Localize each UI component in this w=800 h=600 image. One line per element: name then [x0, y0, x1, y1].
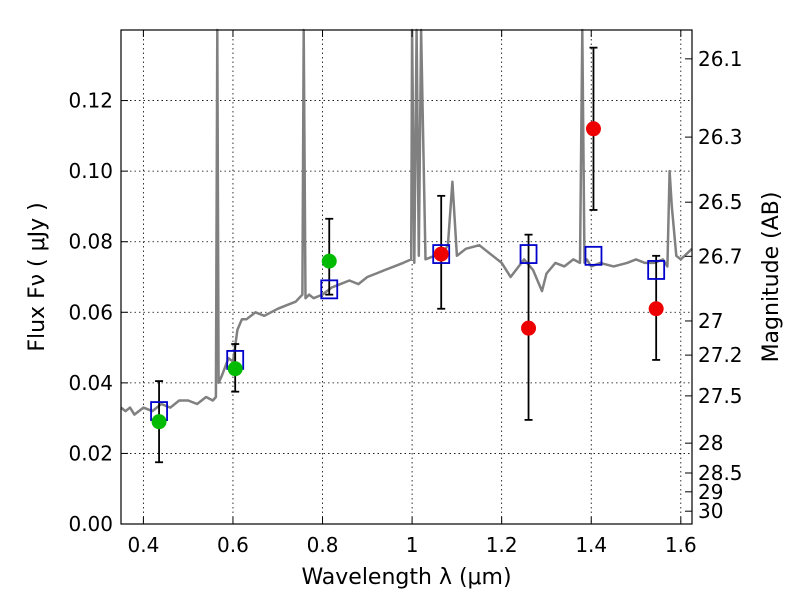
mag-tick-label: 30	[698, 499, 723, 523]
model-square	[519, 244, 538, 264]
x-axis-label: Wavelength λ (μm)	[301, 565, 511, 590]
green-point	[321, 253, 337, 269]
data-points	[150, 121, 666, 430]
mag-tick-label: 27.2	[698, 343, 743, 367]
mag-tick-label: 29	[698, 480, 723, 504]
mag-tick-label: 28	[698, 431, 723, 455]
red-point	[433, 246, 449, 262]
grid-lines	[121, 30, 692, 525]
axis-ticks: 0.4 0.6 0.8 1 1.2 1.4 1.6 0.00 0.02 0.04 0.06 0.08 0…	[68, 30, 743, 557]
spectrum-line	[120, 28, 693, 416]
y-tick-label: 0.10	[68, 159, 113, 183]
mag-tick-label: 28.5	[698, 461, 743, 485]
mag-tick-label: 26.1	[698, 47, 743, 71]
y-tick-label: 0.02	[68, 441, 113, 465]
x-tick-label: 0.6	[217, 533, 249, 557]
mag-tick-label: 27.5	[698, 384, 743, 408]
x-tick-label: 1	[406, 533, 419, 557]
mag-tick-label: 26.7	[698, 244, 743, 268]
green-point	[151, 414, 167, 430]
plot-frame	[120, 29, 693, 525]
mag-tick-label: 26.3	[698, 125, 743, 149]
x-tick-label: 1.6	[665, 533, 697, 557]
red-point	[521, 320, 537, 336]
red-point	[648, 301, 664, 317]
green-point	[227, 361, 243, 377]
x-tick-label: 1.2	[486, 533, 518, 557]
x-tick-label: 1.4	[575, 533, 607, 557]
mag-tick-label: 27	[698, 309, 723, 333]
y-tick-label: 0.12	[68, 89, 113, 113]
x-tick-label: 0.4	[127, 533, 159, 557]
model-square	[647, 260, 666, 280]
y-axis-right-label: Magnitude (AB)	[759, 192, 784, 363]
y-tick-label: 0.06	[68, 300, 113, 324]
y-tick-label: 0.00	[68, 512, 113, 536]
model-square	[320, 279, 339, 300]
red-point	[585, 121, 601, 137]
model-square	[584, 245, 603, 266]
spectrum-series	[120, 28, 693, 416]
y-axis-label: Flux Fν ( μJy )	[25, 202, 50, 351]
model-square	[432, 244, 451, 264]
x-tick-label: 0.8	[307, 533, 339, 557]
mag-tick-label: 26.5	[698, 190, 743, 214]
y-tick-label: 0.08	[68, 230, 113, 254]
y-tick-label: 0.04	[68, 371, 113, 395]
